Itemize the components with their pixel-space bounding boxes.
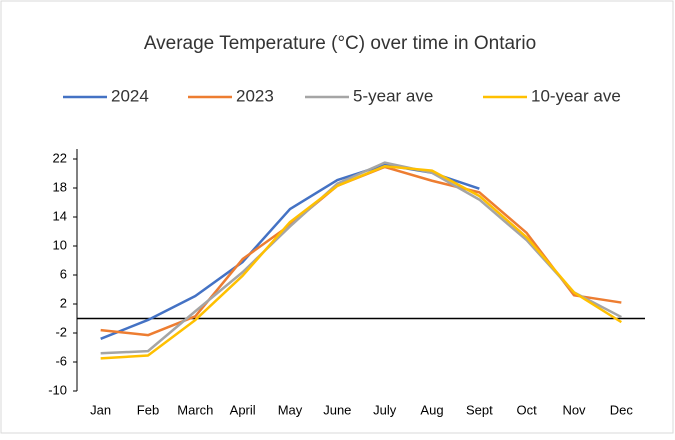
x-tick-label: April bbox=[230, 402, 256, 417]
y-tick-label: 6 bbox=[60, 266, 67, 281]
y-tick-label: 22 bbox=[53, 150, 67, 165]
x-tick-label: Dec bbox=[610, 402, 634, 417]
y-tick-label: -6 bbox=[55, 353, 67, 368]
series-line bbox=[100, 165, 622, 360]
x-tick-label: Aug bbox=[420, 402, 443, 417]
x-tick-label: June bbox=[323, 402, 351, 417]
legend-label: 5-year ave bbox=[353, 86, 433, 105]
y-tick-label: 2 bbox=[60, 295, 67, 310]
x-tick-label: Oct bbox=[517, 402, 538, 417]
y-tick-label: 18 bbox=[53, 179, 67, 194]
x-tick-label: July bbox=[373, 402, 397, 417]
legend-label: 2023 bbox=[236, 86, 274, 105]
x-tick-label: March bbox=[177, 402, 213, 417]
chart-title: Average Temperature (°C) over time in On… bbox=[144, 33, 536, 54]
legend-label: 2024 bbox=[111, 86, 149, 105]
x-tick-label: Sept bbox=[466, 402, 493, 417]
y-tick-label: 14 bbox=[53, 208, 67, 223]
series-line bbox=[100, 161, 622, 355]
x-tick-label: May bbox=[278, 402, 303, 417]
x-tick-label: Feb bbox=[137, 402, 159, 417]
legend-label: 10-year ave bbox=[531, 86, 621, 105]
y-tick-label: -2 bbox=[55, 324, 67, 339]
x-tick-label: Jan bbox=[90, 402, 111, 417]
y-tick-label: 10 bbox=[53, 237, 67, 252]
y-tick-label: -10 bbox=[48, 382, 67, 397]
x-tick-label: Nov bbox=[562, 402, 586, 417]
